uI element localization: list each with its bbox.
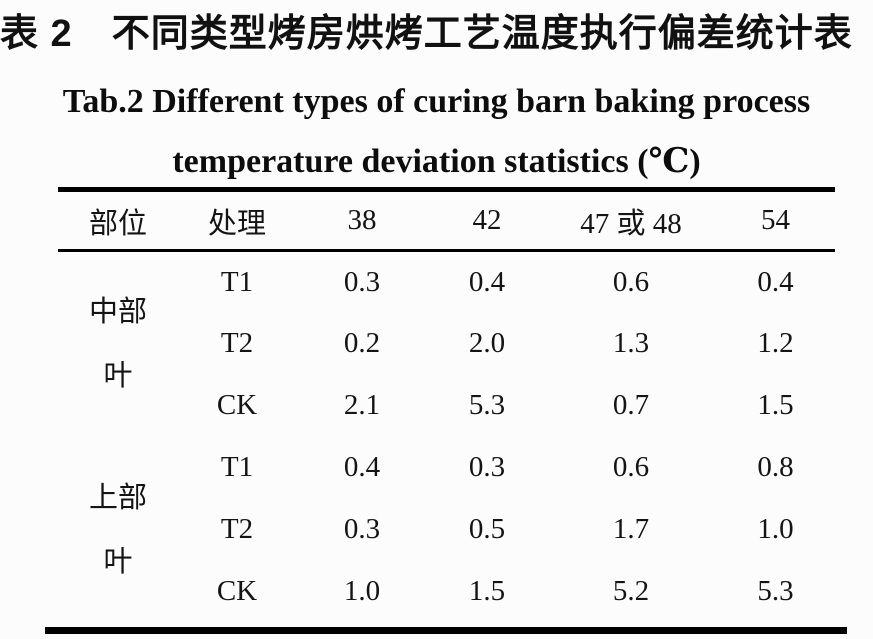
value-cell: 0.4: [343, 451, 381, 483]
value-cell: 5.3: [757, 575, 794, 607]
value-cell: 0.5: [468, 513, 506, 545]
value-cell: 0.3: [468, 451, 506, 483]
value-cell: 5.2: [612, 575, 650, 607]
table-row: 中部 叶 T1 0.3 0.4 0.6 0.4: [58, 251, 835, 393]
treatment-cell: CK: [216, 389, 258, 421]
deviation-statistics-table: 部位 处理 38 42 47 或 48 54 中部 叶 T1 0.3 0.4 0…: [58, 187, 835, 623]
value-cell: 0.6: [612, 451, 650, 483]
value-cell: 0.2: [343, 327, 381, 359]
group-label-line: 上部: [88, 481, 147, 514]
table-row: CK 2.1 5.3 0.7 1.5: [58, 375, 835, 437]
table-caption-chinese: 表 2 不同类型烤房烘烤工艺温度执行偏差统计表（℃）: [0, 13, 873, 55]
table-body: 中部 叶 T1 0.3 0.4 0.6 0.4 T2 0.2 2.0 1.3 1…: [58, 251, 835, 623]
value-cell: 2.0: [468, 327, 506, 359]
table-bottom-rule: [45, 627, 847, 634]
value-cell: 0.3: [343, 265, 381, 298]
value-cell: 1.2: [757, 327, 794, 359]
value-cell: 5.3: [468, 389, 506, 421]
table-header: 部位 处理 38 42 47 或 48 54: [58, 190, 835, 251]
value-cell: 0.4: [757, 265, 794, 298]
value-cell: 1.5: [468, 575, 506, 607]
group-label-middle-leaf: 中部 叶: [58, 251, 178, 437]
table-row: T2 0.2 2.0 1.3 1.2: [58, 313, 835, 375]
treatment-cell: T1: [220, 265, 254, 298]
group-label-upper-leaf: 上部 叶: [58, 437, 178, 623]
table-row: CK 1.0 1.5 5.2 5.3: [58, 561, 835, 623]
treatment-cell: CK: [216, 575, 258, 607]
treatment-cell: T2: [220, 327, 254, 359]
treatment-cell: T2: [220, 513, 254, 545]
header-temp-47-48: 47 或 48: [580, 207, 682, 240]
group-label-line: 叶: [103, 360, 133, 393]
group-label-line: 叶: [103, 545, 133, 578]
value-cell: 0.6: [612, 265, 650, 298]
header-temp-38: 38: [347, 204, 377, 236]
value-cell: 0.8: [757, 451, 794, 483]
table-caption-english-line1: Tab.2 Different types of curing barn bak…: [62, 83, 811, 120]
header-treatment: 处理: [207, 207, 266, 240]
value-cell: 0.4: [468, 265, 506, 298]
treatment-cell: T1: [220, 451, 254, 483]
table-caption-english-line2: temperature deviation statistics (℃): [172, 143, 701, 180]
value-cell: 1.7: [612, 513, 650, 545]
value-cell: 1.0: [757, 513, 794, 545]
value-cell: 0.7: [612, 389, 650, 421]
header-temp-54: 54: [761, 204, 790, 236]
value-cell: 1.3: [612, 327, 650, 359]
table-row: 上部 叶 T1 0.4 0.3 0.6 0.8: [58, 437, 835, 578]
header-temp-42: 42: [472, 204, 502, 236]
value-cell: 1.5: [757, 389, 794, 421]
group-label-line: 中部: [88, 296, 147, 329]
value-cell: 2.1: [343, 389, 381, 421]
value-cell: 1.0: [343, 575, 381, 607]
table-caption-english: Tab.2 Different types of curing barn bak…: [0, 72, 873, 192]
table-row: T2 0.3 0.5 1.7 1.0: [58, 499, 835, 561]
header-part: 部位: [88, 207, 147, 240]
table-header-row: 部位 处理 38 42 47 或 48 54: [58, 190, 835, 251]
value-cell: 0.3: [343, 513, 381, 545]
